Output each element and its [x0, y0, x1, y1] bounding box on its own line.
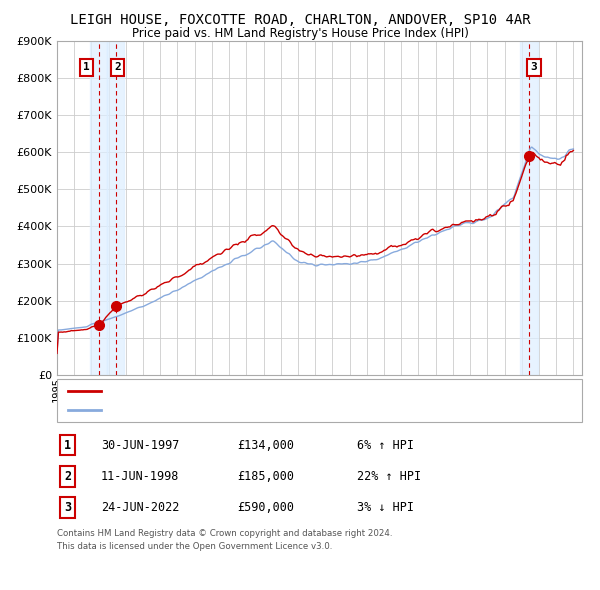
Text: £134,000: £134,000: [237, 438, 294, 452]
Text: 3% ↓ HPI: 3% ↓ HPI: [357, 501, 414, 514]
Text: LEIGH HOUSE, FOXCOTTE ROAD, CHARLTON, ANDOVER, SP10 4AR (detached house): LEIGH HOUSE, FOXCOTTE ROAD, CHARLTON, AN…: [107, 387, 521, 396]
Text: £185,000: £185,000: [237, 470, 294, 483]
Bar: [107, 41, 124, 375]
Text: 24-JUN-2022: 24-JUN-2022: [101, 501, 179, 514]
Text: Price paid vs. HM Land Registry's House Price Index (HPI): Price paid vs. HM Land Registry's House …: [131, 27, 469, 40]
Text: LEIGH HOUSE, FOXCOTTE ROAD, CHARLTON, ANDOVER, SP10 4AR: LEIGH HOUSE, FOXCOTTE ROAD, CHARLTON, AN…: [70, 13, 530, 27]
Text: 1: 1: [83, 62, 90, 72]
Text: 2: 2: [64, 470, 71, 483]
Bar: [520, 41, 538, 375]
Text: 30-JUN-1997: 30-JUN-1997: [101, 438, 179, 452]
Text: 6% ↑ HPI: 6% ↑ HPI: [357, 438, 414, 452]
Bar: [90, 41, 107, 375]
Text: 3: 3: [531, 62, 538, 72]
Text: 1: 1: [64, 438, 71, 452]
Text: This data is licensed under the Open Government Licence v3.0.: This data is licensed under the Open Gov…: [57, 542, 332, 551]
Text: 22% ↑ HPI: 22% ↑ HPI: [357, 470, 421, 483]
Text: £590,000: £590,000: [237, 501, 294, 514]
Text: Contains HM Land Registry data © Crown copyright and database right 2024.: Contains HM Land Registry data © Crown c…: [57, 529, 392, 538]
Text: 2: 2: [114, 62, 121, 72]
Text: HPI: Average price, detached house, Test Valley: HPI: Average price, detached house, Test…: [107, 405, 377, 414]
Text: 11-JUN-1998: 11-JUN-1998: [101, 470, 179, 483]
Text: 3: 3: [64, 501, 71, 514]
